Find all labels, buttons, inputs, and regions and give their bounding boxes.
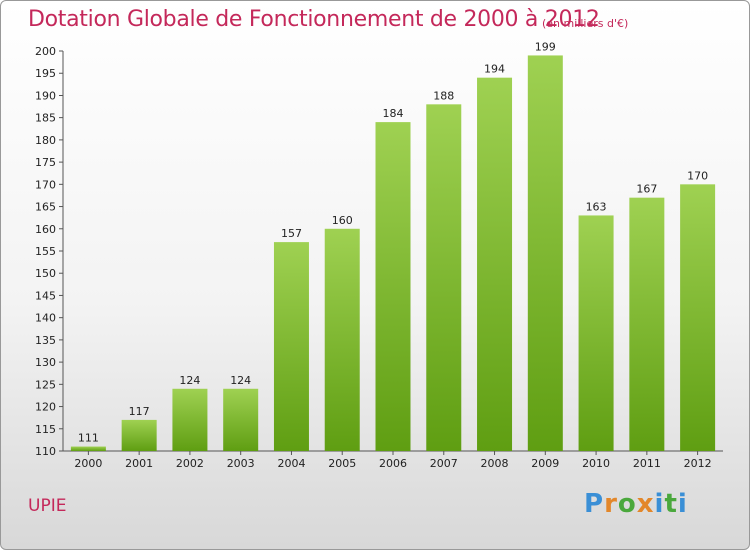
logo-letter: x — [636, 489, 655, 519]
value-label: 111 — [78, 432, 99, 445]
bar — [324, 228, 360, 451]
bar — [527, 55, 563, 451]
bar — [223, 388, 259, 451]
chart-labels: 111 2000 117 2001 124 2002 124 2003 157 2004 160 20… — [74, 40, 711, 470]
value-label: 117 — [129, 405, 150, 418]
bar — [477, 77, 513, 452]
y-tick-label: 150 — [35, 267, 56, 280]
y-tick-label: 185 — [35, 112, 56, 125]
y-tick-label: 130 — [35, 356, 56, 369]
logo-letter: r — [604, 489, 618, 519]
value-label: 170 — [687, 169, 708, 182]
bar — [121, 419, 157, 451]
y-tick-label: 120 — [35, 401, 56, 414]
y-tick-label: 125 — [35, 378, 56, 391]
y-tick-label: 140 — [35, 312, 56, 325]
y-tick-label: 160 — [35, 223, 56, 236]
value-label: 194 — [484, 63, 505, 76]
bar — [172, 388, 208, 451]
x-tick-label: 2011 — [633, 457, 661, 470]
y-tick-label: 135 — [35, 334, 56, 347]
value-label: 163 — [586, 200, 607, 213]
bar — [273, 242, 309, 451]
x-tick-label: 2002 — [176, 457, 204, 470]
logo-letter: t — [664, 489, 678, 519]
bar — [70, 446, 106, 451]
x-tick-label: 2006 — [379, 457, 407, 470]
y-tick-label: 170 — [35, 178, 56, 191]
value-label: 167 — [636, 183, 657, 196]
value-label: 157 — [281, 227, 302, 240]
chart-bars — [70, 55, 716, 452]
x-tick-label: 2005 — [328, 457, 356, 470]
bar — [578, 215, 614, 451]
x-tick-label: 2010 — [582, 457, 610, 470]
logo-letter: P — [584, 489, 605, 519]
bar — [426, 104, 462, 451]
value-label: 188 — [433, 89, 454, 102]
chart-title: Dotation Globale de Fonctionnement de 20… — [28, 7, 600, 32]
bar — [629, 197, 665, 451]
y-tick-label: 155 — [35, 245, 56, 258]
value-label: 199 — [535, 40, 556, 53]
proxiti-logo[interactable]: Proxiti — [584, 489, 688, 519]
commune-name: UPIE — [28, 496, 67, 516]
x-tick-label: 2012 — [684, 457, 712, 470]
logo-letter: o — [617, 489, 637, 519]
y-tick-label: 165 — [35, 201, 56, 214]
bar — [680, 184, 716, 452]
y-tick-label: 145 — [35, 289, 56, 302]
x-tick-label: 2001 — [125, 457, 153, 470]
logo-letter: i — [654, 489, 665, 519]
logo-letter: i — [677, 489, 688, 519]
y-tick-label: 200 — [35, 45, 56, 58]
bar — [375, 122, 411, 451]
x-tick-label: 2003 — [227, 457, 255, 470]
x-tick-label: 2000 — [74, 457, 102, 470]
x-tick-label: 2007 — [430, 457, 458, 470]
value-label: 184 — [383, 107, 404, 120]
value-label: 160 — [332, 214, 353, 227]
y-tick-label: 115 — [35, 423, 56, 436]
x-tick-label: 2009 — [531, 457, 559, 470]
chart-subtitle: (en milliers d'€) — [542, 17, 629, 30]
y-tick-label: 190 — [35, 89, 56, 102]
x-tick-label: 2004 — [277, 457, 305, 470]
value-label: 124 — [179, 374, 200, 387]
y-tick-label: 110 — [35, 445, 56, 458]
y-tick-label: 195 — [35, 67, 56, 80]
value-label: 124 — [230, 374, 251, 387]
chart-axes: 110 115 120 125 130 135 140 145 150 155 160 165 170 1… — [35, 45, 723, 458]
y-tick-label: 180 — [35, 134, 56, 147]
x-tick-label: 2008 — [481, 457, 509, 470]
y-tick-label: 175 — [35, 156, 56, 169]
